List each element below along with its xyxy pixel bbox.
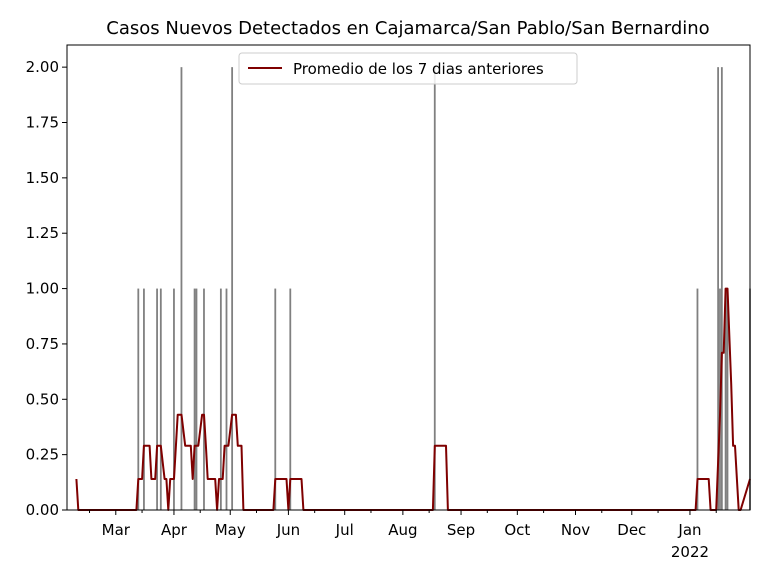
legend: Promedio de los 7 dias anteriores (238, 52, 578, 85)
series-line (75, 287, 751, 511)
line-layer (75, 287, 751, 511)
y-tick-label: 1.00 (26, 280, 59, 298)
x-tick-label: Apr (161, 521, 188, 539)
chart-title: Casos Nuevos Detectados en Cajamarca/San… (106, 18, 709, 39)
y-axis: 0.00 0.25 0.50 0.75 1.00 1.25 1.50 1.75 2.00 (26, 58, 67, 519)
bar (143, 288, 145, 510)
bar (195, 288, 198, 510)
bar (720, 67, 723, 511)
bar (696, 288, 699, 510)
bar (137, 288, 140, 510)
x-tick-label: Jul (335, 521, 354, 539)
bar (156, 288, 158, 510)
bar (180, 67, 183, 511)
bar (724, 288, 727, 510)
bar (726, 288, 729, 510)
y-tick-label: 0.25 (26, 446, 59, 464)
bar (219, 288, 222, 510)
bar (203, 288, 205, 510)
x-tick-label: Jun (276, 521, 300, 539)
bar (159, 288, 162, 510)
x-tick-label: Sep (447, 521, 475, 539)
bar (231, 67, 234, 511)
y-tick-label: 0.50 (26, 390, 59, 408)
bar (193, 288, 196, 510)
x-tick-label: Oct (504, 521, 530, 539)
x-tick-label: May (215, 521, 246, 539)
legend-box (238, 52, 578, 85)
x-tick-label: Dec (617, 521, 646, 539)
x-tick-label: Nov (561, 521, 590, 539)
x-tick-sublabel: 2022 (671, 543, 709, 561)
y-tick-label: 1.25 (26, 224, 59, 242)
x-axis: Mar Apr May Jun Jul Aug Sep Oct Nov Dec Jan 2022 (89, 510, 717, 561)
bar (433, 67, 436, 511)
x-tick-label: Aug (388, 521, 417, 539)
y-tick-label: 0.75 (26, 335, 59, 353)
bar (717, 67, 720, 511)
y-tick-label: 1.50 (26, 169, 59, 187)
bar (173, 288, 175, 510)
x-tick-label: Jan (677, 521, 701, 539)
bars-layer (137, 67, 751, 511)
plot-frame (66, 44, 751, 511)
bar (289, 288, 292, 510)
bar (274, 288, 277, 510)
y-tick-label: 0.00 (26, 501, 59, 519)
x-tick-label: Mar (102, 521, 131, 539)
y-tick-label: 2.00 (26, 58, 59, 76)
bar (225, 288, 228, 510)
legend-label: Promedio de los 7 dias anteriores (293, 60, 544, 78)
y-tick-label: 1.75 (26, 114, 59, 132)
